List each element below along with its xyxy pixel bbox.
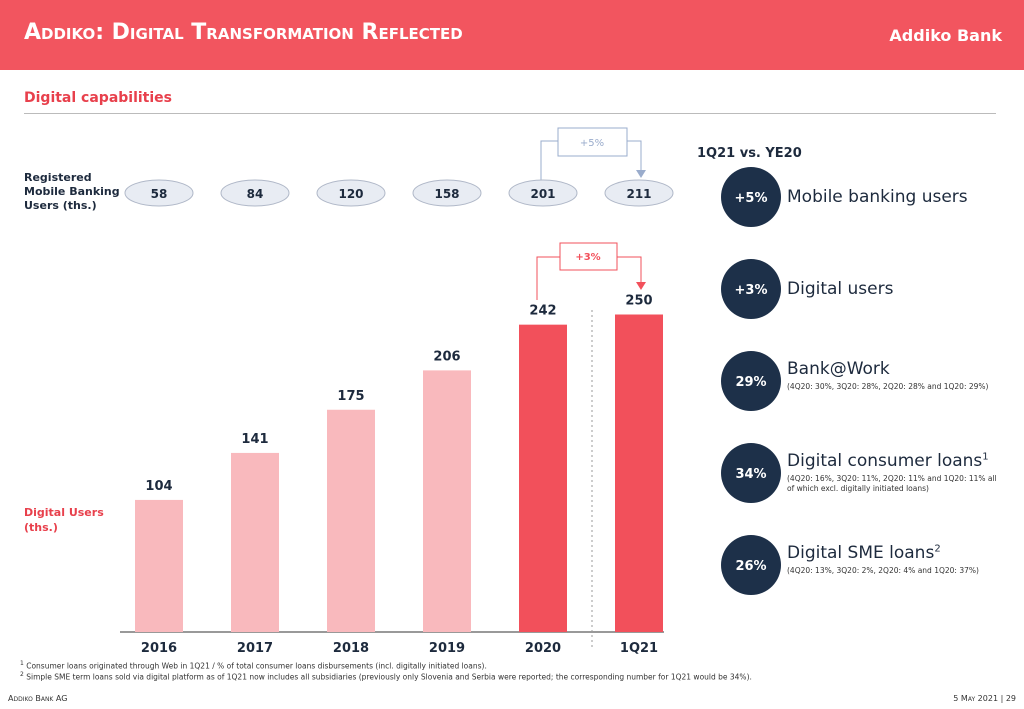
value-label: 211 [626, 187, 651, 201]
kpi-note: (4Q20: 30%, 3Q20: 28%, 2Q20: 28% and 1Q2… [787, 382, 989, 391]
kpi-circle [721, 259, 781, 319]
value-label: 201 [530, 187, 555, 201]
slide-title: Addiko: Digital Transformation Reflected [24, 20, 463, 45]
kpi-value: +3% [735, 283, 768, 298]
value-bubble [316, 179, 386, 207]
x-tick-label: 2019 [429, 641, 465, 656]
bar [327, 409, 375, 632]
value-bubble [412, 179, 482, 207]
bar [231, 452, 279, 632]
bar [519, 324, 567, 632]
footer-right: 5 May 2021 | 29 [953, 694, 1016, 703]
value-label: 104 [145, 479, 172, 494]
footer-left: Addiko Bank AG [8, 694, 68, 703]
kpi-value: 26% [735, 559, 766, 574]
kpi-title: 1Q21 vs. YE20 [697, 146, 802, 161]
series-label: Registered Mobile Banking Users (ths.) [24, 171, 120, 212]
value-label: 242 [529, 304, 556, 319]
kpi-circle [721, 535, 781, 595]
kpi-label: Digital SME loans2 [787, 543, 941, 563]
value-bubble [220, 179, 290, 207]
value-label: 175 [337, 389, 364, 404]
arrow [636, 282, 646, 290]
kpi-label: Mobile banking users [787, 187, 968, 207]
kpi-label: Bank@Work [787, 359, 890, 379]
bar [615, 314, 663, 632]
x-tick-label: 2017 [237, 641, 273, 656]
value-bubble [604, 179, 674, 207]
annotation: +5% [580, 138, 604, 149]
kpi-value: +5% [735, 191, 768, 206]
value-label: 158 [434, 187, 459, 201]
kpi-circle [721, 167, 781, 227]
value-bubble [508, 179, 578, 207]
series-label: Digital Users (ths.) [24, 506, 104, 534]
arrow [636, 170, 646, 178]
footnote-text: Simple SME term loans sold via digital p… [26, 672, 752, 682]
logo: Addiko Bank [889, 26, 1002, 45]
kpi-note: (4Q20: 13%, 3Q20: 2%, 2Q20: 4% and 1Q20:… [787, 566, 979, 575]
value-label: 84 [247, 187, 264, 201]
footnote: 2 Simple SME term loans sold via digital… [20, 671, 752, 682]
bar [135, 499, 183, 632]
value-label: 250 [625, 294, 652, 309]
bracket [617, 256, 642, 282]
bracket [627, 140, 642, 170]
annotation-box [559, 242, 618, 271]
x-tick-label: 2018 [333, 641, 369, 656]
footnote-marker: 2 [20, 671, 24, 678]
header-band [0, 0, 1024, 70]
footnote-ref: 1 [982, 451, 989, 463]
section-title: Digital capabilities [24, 90, 173, 106]
kpi-note: (4Q20: 16%, 3Q20: 11%, 2Q20: 11% and 1Q2… [787, 474, 997, 493]
kpi-label: Digital consumer loans1 [787, 451, 989, 471]
kpi-value: 29% [735, 375, 766, 390]
footnote-ref: 2 [934, 543, 941, 555]
footnote-marker: 1 [20, 660, 24, 667]
bar [423, 370, 471, 632]
bracket [540, 140, 558, 180]
value-label: 141 [241, 432, 268, 447]
rule [24, 113, 996, 114]
kpi-circle [721, 351, 781, 411]
kpi-label: Digital users [787, 279, 894, 299]
annotation-box [557, 127, 628, 157]
value-label: 58 [151, 187, 168, 201]
x-tick-label: 2020 [525, 641, 561, 656]
footnote: 1 Consumer loans originated through Web … [20, 660, 487, 671]
kpi-circle [721, 443, 781, 503]
x-tick-label: 2016 [141, 641, 177, 656]
value-bubble [124, 179, 194, 207]
bracket [536, 256, 560, 300]
kpi-value: 34% [735, 467, 766, 482]
value-label: 120 [338, 187, 363, 201]
x-tick-label: 1Q21 [620, 641, 658, 656]
footnote-text: Consumer loans originated through Web in… [26, 661, 487, 671]
value-label: 206 [433, 349, 460, 364]
annotation: +3% [575, 252, 600, 263]
